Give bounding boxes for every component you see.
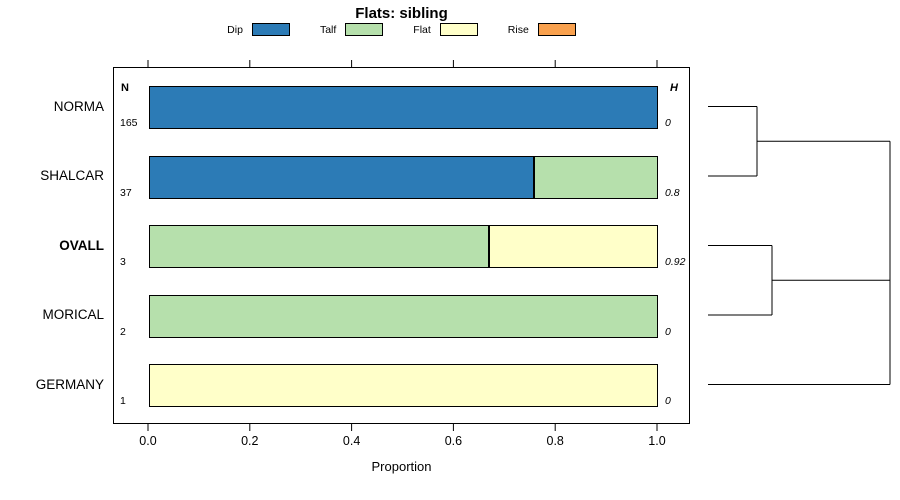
n-column-header: N (121, 82, 129, 94)
x-axis-label: Proportion (371, 459, 432, 474)
category-label: OVALL (59, 237, 104, 253)
legend-item: Talf (319, 23, 384, 36)
bar-segment (534, 155, 658, 199)
legend-label: Rise (507, 23, 529, 36)
n-value: 2 (120, 325, 126, 338)
legend-label: Dip (227, 23, 243, 36)
h-value: 0 (665, 325, 671, 338)
x-tick-label: 0.2 (241, 434, 259, 448)
h-value: 0 (665, 395, 671, 407)
chart-title: Flats: sibling (355, 5, 448, 22)
n-value: 165 (120, 117, 138, 129)
bar-segment (488, 225, 658, 268)
h-value: 0.8 (665, 186, 680, 199)
category-label: SHALCAR (40, 168, 104, 183)
legend: Dip Talf Flat Rise (113, 23, 690, 36)
bar-segment (149, 155, 535, 199)
bar-segment (149, 225, 489, 268)
h-value: 0.92 (665, 256, 686, 268)
legend-label: Talf (319, 23, 337, 36)
legend-item: Dip (227, 23, 290, 36)
x-tick-label: 0.8 (546, 434, 564, 448)
n-value: 37 (120, 186, 132, 199)
plot-area: N H 165 0 37 0.8 3 0.92 2 0 1 0 (113, 67, 690, 424)
legend-swatch (345, 23, 384, 36)
legend-swatch (439, 23, 478, 36)
category-label: GERMANY (35, 376, 104, 392)
h-value: 0 (665, 117, 671, 129)
legend-label: Flat (413, 23, 431, 36)
x-tick-label: 0.4 (342, 434, 361, 448)
x-tick-label: 1.0 (648, 434, 666, 448)
x-tick-label: 0.0 (139, 434, 157, 448)
category-label: NORMA (53, 98, 104, 114)
bar-segment (149, 364, 658, 407)
n-value: 1 (120, 395, 126, 407)
x-tick-label: 0.6 (444, 434, 463, 448)
legend-swatch (251, 23, 290, 36)
h-column-header: H (670, 82, 678, 94)
legend-item: Rise (508, 23, 576, 36)
bar-segment (149, 294, 658, 338)
bar-segment (149, 86, 658, 129)
n-value: 3 (120, 256, 126, 268)
legend-item: Flat (413, 23, 478, 36)
legend-swatch (537, 23, 576, 36)
category-label: MORICAL (42, 307, 104, 322)
